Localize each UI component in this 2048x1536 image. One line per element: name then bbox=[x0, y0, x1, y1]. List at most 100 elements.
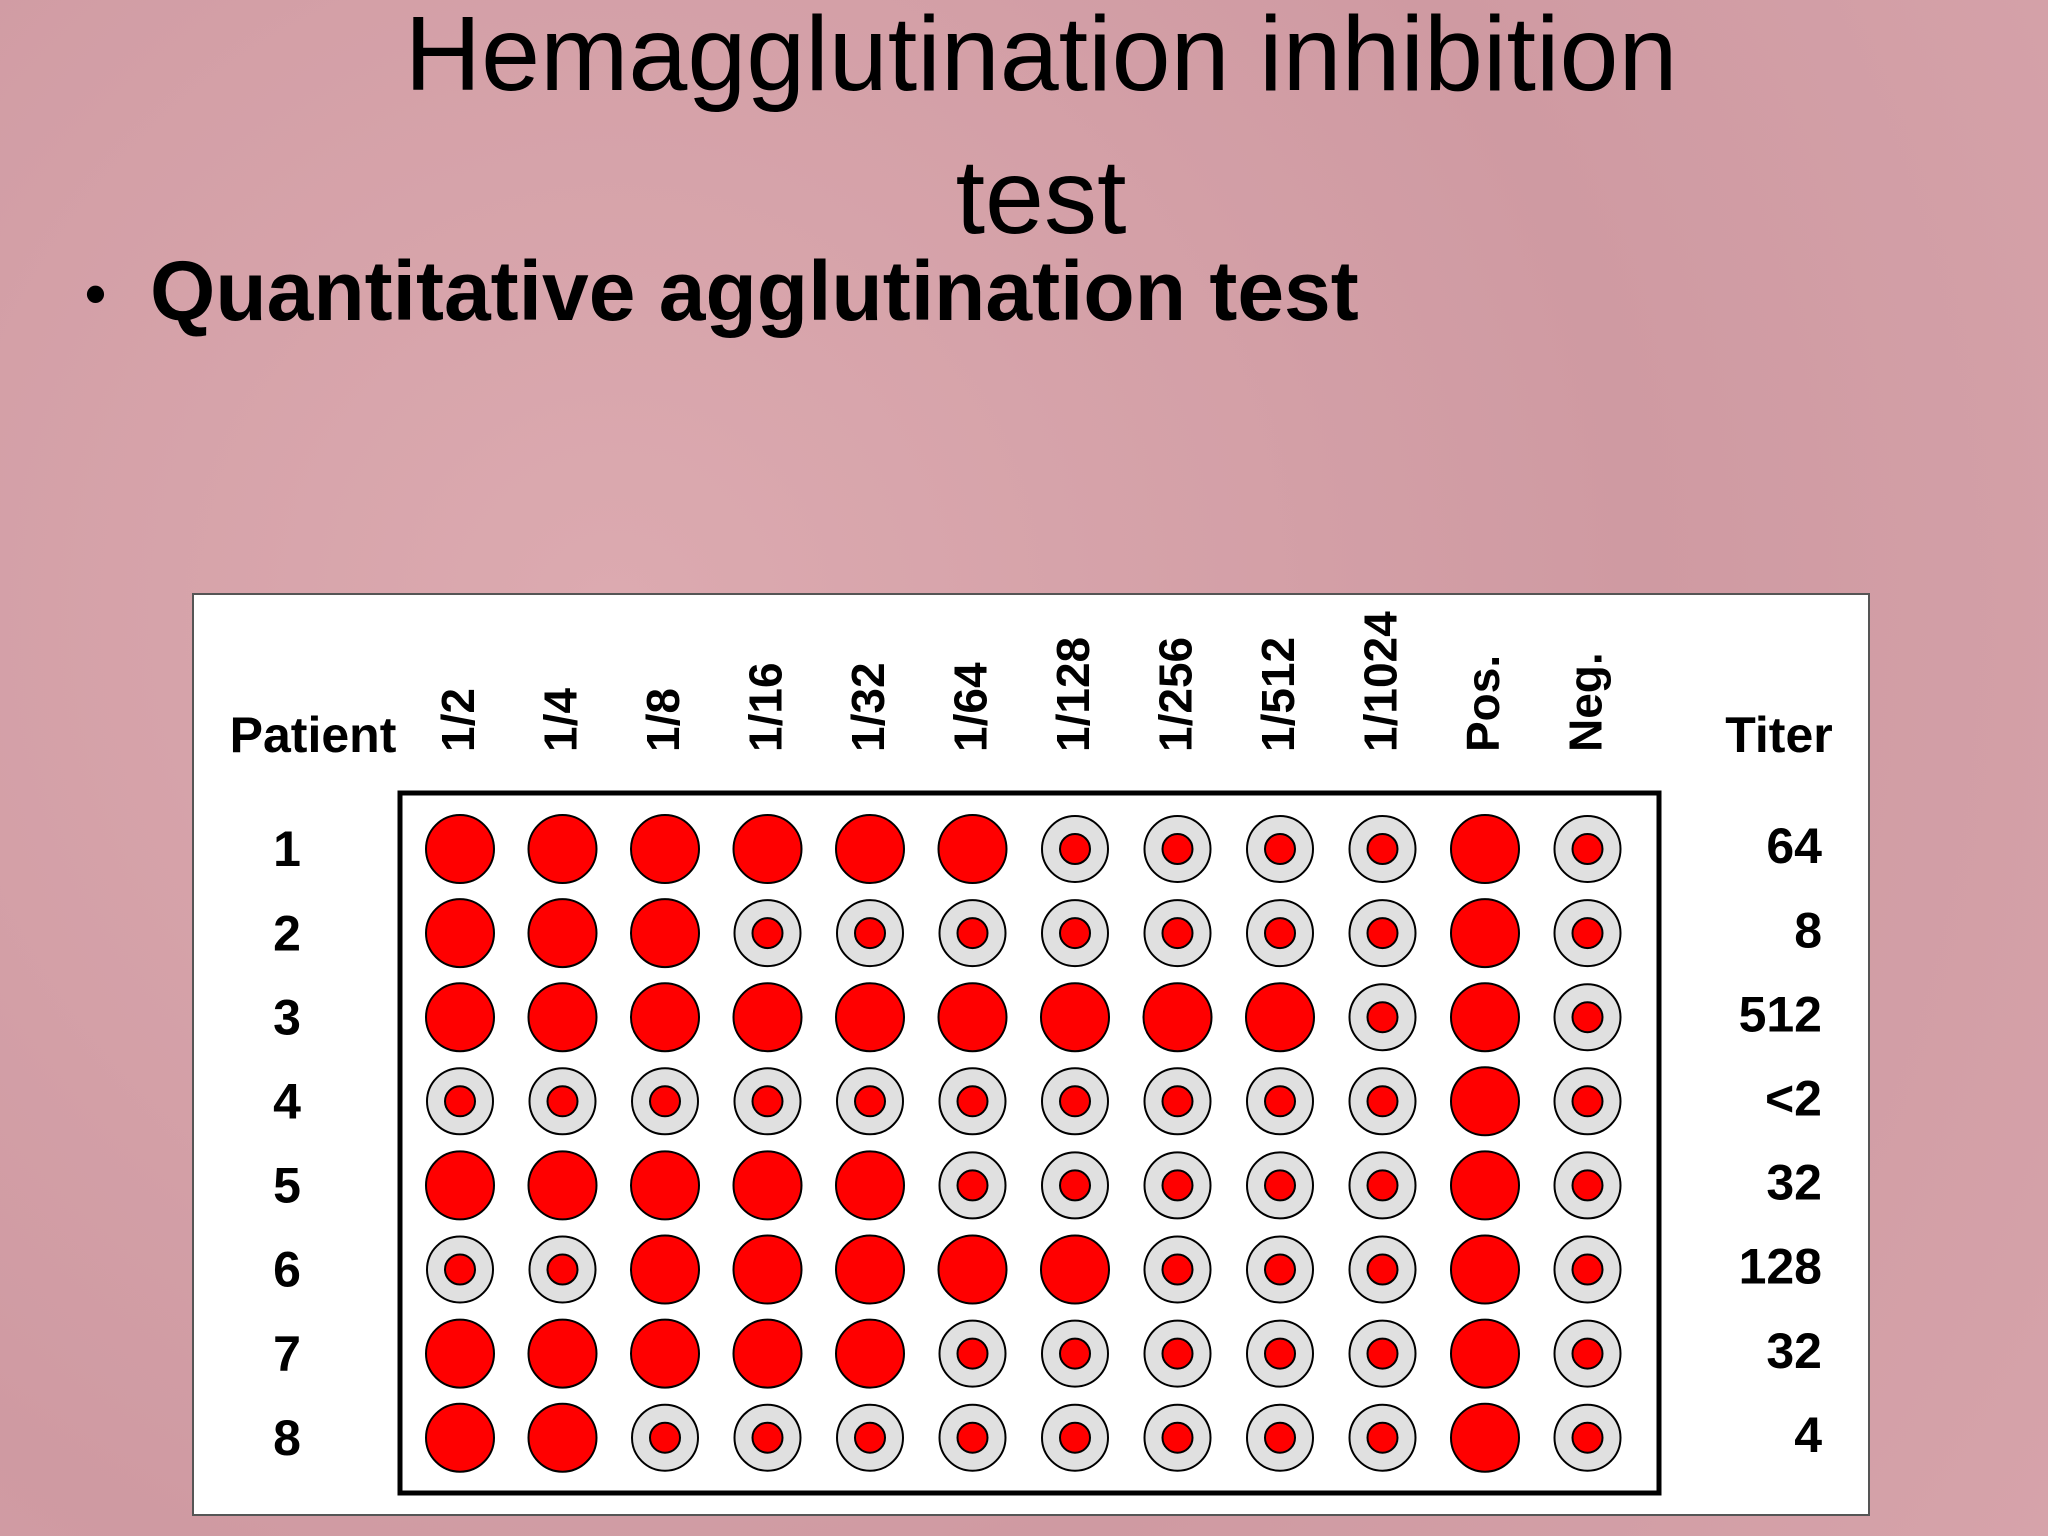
well-agglutinated bbox=[1040, 1234, 1110, 1305]
well-button-dot bbox=[854, 1085, 886, 1118]
well-agglutinated bbox=[1450, 814, 1520, 884]
well-button-dot bbox=[649, 1085, 681, 1118]
column-header: 1/128 bbox=[1047, 637, 1099, 752]
well-agglutinated bbox=[732, 1318, 803, 1389]
well-button-dot bbox=[1059, 917, 1091, 950]
patient-number: 2 bbox=[273, 905, 301, 961]
well-button-dot bbox=[1571, 1337, 1604, 1370]
well-button-dot bbox=[1264, 1169, 1296, 1202]
titer-value: 32 bbox=[1766, 1323, 1822, 1379]
well-agglutinated bbox=[1142, 982, 1213, 1053]
well-button-dot bbox=[854, 917, 886, 950]
well-button-dot bbox=[1366, 1421, 1399, 1454]
well-agglutinated bbox=[630, 1234, 700, 1305]
well-agglutinated bbox=[1040, 982, 1110, 1053]
column-header: 1/4 bbox=[535, 688, 587, 752]
well-button-dot bbox=[1161, 1085, 1194, 1118]
column-header: 1/16 bbox=[740, 662, 792, 752]
patient-number: 5 bbox=[273, 1158, 301, 1214]
well-button-dot bbox=[1264, 917, 1296, 950]
well-agglutinated bbox=[425, 898, 495, 969]
well-agglutinated bbox=[527, 898, 598, 969]
well-agglutinated bbox=[630, 982, 700, 1053]
column-header: 1/64 bbox=[945, 662, 997, 752]
well-button-dot bbox=[956, 1085, 989, 1118]
column-header: Neg. bbox=[1560, 652, 1612, 752]
well-agglutinated bbox=[835, 814, 905, 884]
well-agglutinated bbox=[732, 982, 803, 1053]
well-button-dot bbox=[1571, 917, 1604, 950]
well-button-dot bbox=[1264, 1085, 1296, 1118]
well-button-dot bbox=[1059, 1085, 1091, 1118]
well-button-dot bbox=[1366, 833, 1399, 865]
well-agglutinated bbox=[1450, 982, 1520, 1053]
slide-title: Hemagglutination inhibition bbox=[405, 0, 1678, 113]
well-agglutinated bbox=[1450, 1234, 1520, 1305]
well-agglutinated bbox=[630, 814, 700, 884]
titer-value: 32 bbox=[1766, 1155, 1822, 1211]
well-button-dot bbox=[1366, 1001, 1399, 1034]
well-agglutinated bbox=[1245, 982, 1315, 1053]
column-header: 1/1024 bbox=[1355, 611, 1407, 752]
well-agglutinated bbox=[835, 1150, 905, 1221]
plate-border bbox=[397, 790, 1662, 1496]
well-agglutinated bbox=[1450, 898, 1520, 969]
well-button-dot bbox=[956, 1169, 989, 1202]
well-agglutinated bbox=[937, 814, 1008, 884]
well-agglutinated bbox=[527, 1402, 598, 1473]
well-button-dot bbox=[854, 1421, 886, 1454]
well-button-dot bbox=[1571, 1085, 1604, 1118]
well-agglutinated bbox=[732, 814, 803, 884]
well-button-dot bbox=[1264, 1253, 1296, 1286]
bullet-dot: • bbox=[85, 260, 106, 327]
well-agglutinated bbox=[1450, 1150, 1520, 1221]
bullet-text: Quantitative agglutination test bbox=[150, 244, 1359, 338]
well-button-dot bbox=[956, 1337, 989, 1370]
well-agglutinated bbox=[732, 1150, 803, 1221]
well-agglutinated bbox=[835, 1318, 905, 1389]
well-agglutinated bbox=[425, 814, 495, 884]
well-agglutinated bbox=[527, 982, 598, 1053]
titer-value: 8 bbox=[1794, 902, 1822, 958]
well-button-dot bbox=[1059, 1337, 1091, 1370]
well-button-dot bbox=[1161, 1169, 1194, 1202]
well-button-dot bbox=[444, 1085, 476, 1118]
well-button-dot bbox=[1161, 833, 1194, 865]
well-button-dot bbox=[444, 1253, 476, 1286]
well-agglutinated bbox=[835, 1234, 905, 1305]
well-button-dot bbox=[1571, 833, 1604, 865]
well-agglutinated bbox=[425, 982, 495, 1053]
well-button-dot bbox=[1264, 1421, 1296, 1454]
well-agglutinated bbox=[630, 1318, 700, 1389]
well-agglutinated bbox=[527, 1318, 598, 1389]
titer-value: 128 bbox=[1739, 1239, 1822, 1295]
patient-number: 7 bbox=[273, 1326, 301, 1382]
titer-value: 4 bbox=[1794, 1407, 1822, 1463]
well-button-dot bbox=[751, 1085, 784, 1118]
well-agglutinated bbox=[630, 1150, 700, 1221]
titer-value: <2 bbox=[1765, 1071, 1822, 1127]
column-header: 1/2 bbox=[432, 688, 484, 752]
well-agglutinated bbox=[425, 1150, 495, 1221]
well-button-dot bbox=[649, 1421, 681, 1454]
well-button-dot bbox=[1571, 1169, 1604, 1202]
well-button-dot bbox=[1161, 917, 1194, 950]
well-agglutinated bbox=[1450, 1066, 1520, 1137]
well-button-dot bbox=[1059, 833, 1091, 865]
well-agglutinated bbox=[835, 982, 905, 1053]
well-button-dot bbox=[1571, 1421, 1604, 1454]
well-button-dot bbox=[1161, 1421, 1194, 1454]
well-button-dot bbox=[1059, 1421, 1091, 1454]
well-agglutinated bbox=[425, 1402, 495, 1473]
column-header: 1/32 bbox=[842, 662, 894, 752]
well-button-dot bbox=[1161, 1253, 1194, 1286]
well-button-dot bbox=[956, 1421, 989, 1454]
column-header: 1/512 bbox=[1252, 637, 1304, 752]
patient-number: 8 bbox=[273, 1410, 301, 1466]
column-header: Pos. bbox=[1457, 655, 1509, 752]
patient-number: 4 bbox=[273, 1074, 301, 1130]
slide-title-line: test bbox=[956, 138, 1127, 256]
titer-value: 512 bbox=[1739, 986, 1822, 1042]
patient-header: Patient bbox=[230, 707, 397, 763]
